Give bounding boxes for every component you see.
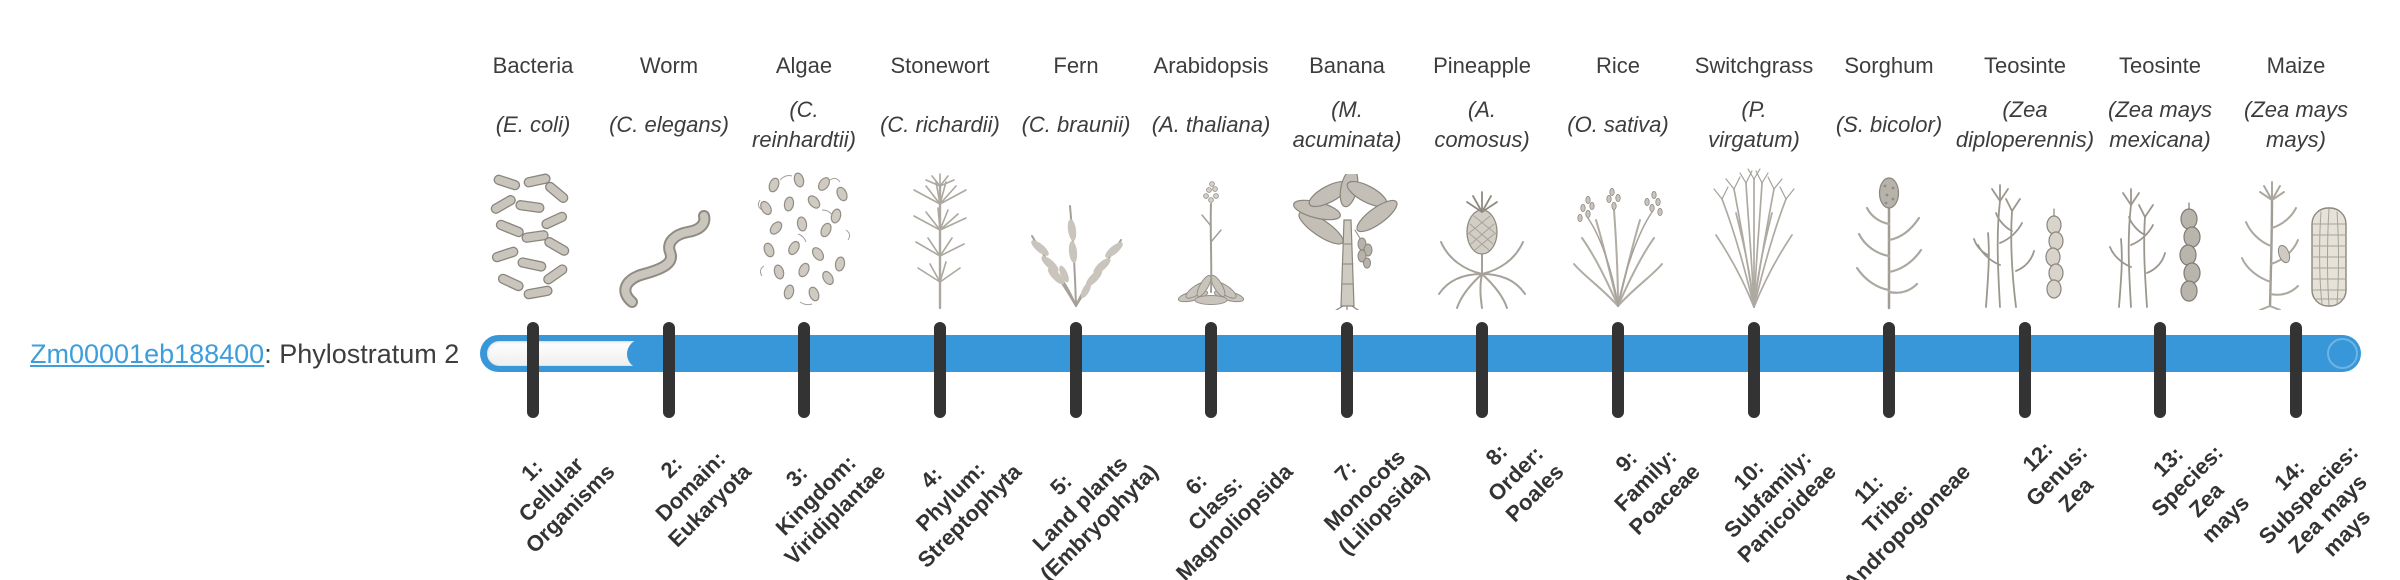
bar-unfilled-track bbox=[487, 341, 652, 366]
stratum-label-text: 4: Phylum: Streptophyta bbox=[911, 457, 1027, 573]
phylostratum-tick-7 bbox=[1341, 322, 1353, 418]
organism-name: Stonewort bbox=[890, 53, 990, 78]
organism-column-bacteria: Bacteria (E. coli) bbox=[458, 52, 608, 310]
organism-column-algae: Algae (C. reinhardtii) bbox=[729, 52, 879, 310]
bar-fill-cap bbox=[627, 339, 657, 369]
gene-label: Zm00001eb188400: Phylostratum 2 bbox=[30, 338, 459, 370]
stratum-label-text: 12: Genus: Zea bbox=[2017, 436, 2099, 517]
phylostratum-tick-14 bbox=[2290, 322, 2302, 418]
stratum-label-text: 9: Family: Poaceae bbox=[1608, 444, 1705, 540]
organism-name: Worm bbox=[639, 53, 699, 78]
organism-name: Teosinte bbox=[1984, 53, 2066, 78]
stratum-label-text: 8: Order: Poales bbox=[1480, 438, 1569, 527]
stratum-label-text: 14: Subspecies: Zea mays mays bbox=[2254, 439, 2376, 562]
organism-name: Arabidopsis bbox=[1153, 53, 1269, 78]
organism-column-fern: Fern (C. braunii) bbox=[1001, 52, 1151, 310]
stratum-label-text: 3: Kingdom: Viridiplantae bbox=[770, 450, 891, 570]
organism-column-pineapple: Pineapple (A. comosus) bbox=[1407, 52, 1557, 310]
teosinte-diploperennis-icon bbox=[1950, 160, 2100, 310]
phylostratum-tick-12 bbox=[2019, 322, 2031, 418]
organism-species: (Zea mays mays) bbox=[2244, 97, 2348, 152]
organism-species: (S. bicolor) bbox=[1835, 112, 1943, 137]
sorghum-icon bbox=[1814, 160, 1964, 310]
bacteria-icon bbox=[458, 160, 608, 310]
organism-name: Pineapple bbox=[1433, 53, 1531, 78]
organism-species: (P. virgatum) bbox=[1708, 97, 1800, 152]
stratum-label-text: 7: Monocots (Liliopsida) bbox=[1318, 444, 1434, 560]
worm-icon bbox=[594, 160, 744, 310]
organism-column-banana: Banana (M. acuminata) bbox=[1272, 52, 1422, 310]
organism-column-arabidopsis: Arabidopsis (A. thaliana) bbox=[1136, 52, 1286, 310]
organism-species: (Zea mays mexicana) bbox=[2108, 97, 2212, 152]
organism-name: Fern bbox=[1053, 53, 1099, 78]
organism-species: (A. comosus) bbox=[1434, 97, 1530, 152]
organism-species: (Zea diploperennis) bbox=[1955, 97, 2095, 152]
maize-icon bbox=[2221, 160, 2371, 310]
organism-name: Bacteria bbox=[492, 53, 574, 78]
organism-column-teosinte-diploperennis: Teosinte (Zea diploperennis) bbox=[1950, 52, 2100, 310]
pineapple-icon bbox=[1407, 160, 1557, 310]
organism-name: Sorghum bbox=[1844, 53, 1934, 78]
organism-name: Maize bbox=[2266, 53, 2326, 78]
stratum-label-text: 13: Species: Zea mays bbox=[2145, 439, 2254, 548]
switchgrass-icon bbox=[1679, 160, 1829, 310]
phylostratum-tick-10 bbox=[1748, 322, 1760, 418]
phylostrata-bar bbox=[480, 335, 2361, 372]
phylostratum-tick-11 bbox=[1883, 322, 1895, 418]
organism-species: (M. acuminata) bbox=[1292, 97, 1402, 152]
organism-column-worm: Worm (C. elegans) bbox=[594, 52, 744, 310]
rice-icon bbox=[1543, 160, 1693, 310]
organism-name: Rice bbox=[1595, 53, 1640, 78]
phylostratum-tick-6 bbox=[1205, 322, 1217, 418]
organism-species: (C. elegans) bbox=[609, 112, 729, 137]
organism-column-teosinte-mexicana: Teosinte (Zea mays mexicana) bbox=[2085, 52, 2235, 310]
organism-species: (C. reinhardtii) bbox=[752, 97, 856, 152]
stratum-label-text: 5: Land plants (Embryophyta) bbox=[1027, 451, 1163, 580]
phylostratum-tick-5 bbox=[1070, 322, 1082, 418]
organism-name: Banana bbox=[1309, 53, 1385, 78]
phylostratum-tick-2 bbox=[663, 322, 675, 418]
arabidopsis-icon bbox=[1136, 160, 1286, 310]
stonewort-icon bbox=[865, 160, 1015, 310]
stratum-label-text: 11: Tribe: Andropogoneae bbox=[1838, 458, 1976, 580]
algae-icon bbox=[729, 160, 879, 310]
organism-species: (C. richardii) bbox=[880, 112, 1000, 137]
organism-column-switchgrass: Switchgrass (P. virgatum) bbox=[1679, 52, 1829, 310]
organism-species: (C. braunii) bbox=[1021, 112, 1131, 137]
stratum-label-text: 1: Cellular Organisms bbox=[513, 451, 620, 558]
phylostratum-tick-4 bbox=[934, 322, 946, 418]
phylostratum-tick-3 bbox=[798, 322, 810, 418]
organism-name: Switchgrass bbox=[1694, 53, 1814, 78]
stratum-label-text: 2: Domain: Eukaryota bbox=[650, 446, 756, 552]
phylostratum-tick-1 bbox=[527, 322, 539, 418]
gene-link[interactable]: Zm00001eb188400 bbox=[30, 339, 265, 369]
organism-column-sorghum: Sorghum (S. bicolor) bbox=[1814, 52, 1964, 310]
phylostratum-tick-8 bbox=[1476, 322, 1488, 418]
organism-column-stonewort: Stonewort (C. richardii) bbox=[865, 52, 1015, 310]
phylostratum-tick-9 bbox=[1612, 322, 1624, 418]
fern-icon bbox=[1001, 160, 1151, 310]
organism-column-rice: Rice (O. sativa) bbox=[1543, 52, 1693, 310]
organism-species: (O. sativa) bbox=[1567, 112, 1669, 137]
gene-phylostratum-text: : Phylostratum 2 bbox=[264, 339, 460, 369]
organism-name: Algae bbox=[775, 53, 833, 78]
teosinte-mexicana-icon bbox=[2085, 160, 2235, 310]
organism-species: (A. thaliana) bbox=[1151, 112, 1271, 137]
stratum-label-text: 6: Class: Magnoliopsida bbox=[1170, 458, 1298, 580]
organism-species: (E. coli) bbox=[495, 112, 571, 137]
banana-icon bbox=[1272, 160, 1422, 310]
organism-name: Teosinte bbox=[2119, 53, 2201, 78]
phylostratum-tick-13 bbox=[2154, 322, 2166, 418]
organism-column-maize: Maize (Zea mays mays) bbox=[2221, 52, 2371, 310]
